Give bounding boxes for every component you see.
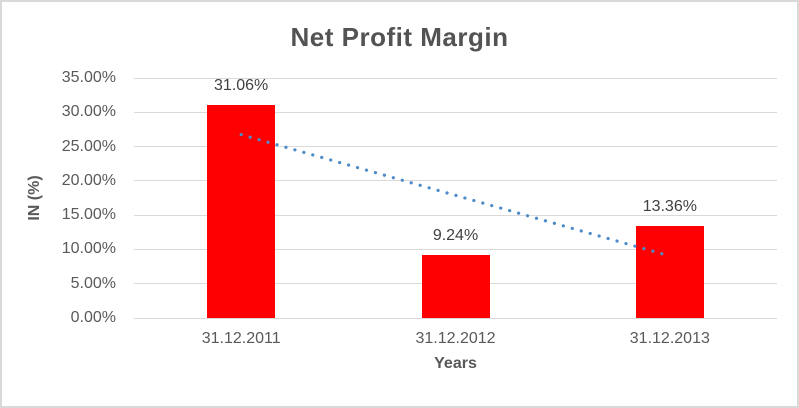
- y-tick-label: 30.00%: [61, 103, 116, 121]
- y-tick-label: 25.00%: [61, 137, 116, 155]
- gridline: [134, 111, 777, 113]
- x-tick-label: 31.12.2011: [201, 330, 281, 347]
- gridline: [134, 317, 777, 319]
- y-tick-label: 15.00%: [61, 206, 116, 224]
- bar-data-label: 9.24%: [432, 226, 479, 244]
- gridline: [134, 77, 777, 79]
- y-tick-label: 5.00%: [70, 274, 116, 292]
- x-axis-title: Years: [434, 355, 477, 372]
- chart-title: Net Profit Margin: [290, 22, 509, 52]
- bar-31.12.2012: [421, 254, 490, 318]
- x-tick-label: 31.12.2012: [415, 330, 496, 347]
- x-tick-label: 31.12.2013: [629, 330, 710, 347]
- y-tick-label: 20.00%: [61, 171, 116, 189]
- y-tick-label: 0.00%: [70, 309, 116, 326]
- y-tick-label: 35.00%: [61, 69, 116, 86]
- y-tick-label: 10.00%: [61, 240, 116, 258]
- bar-data-label: 31.06%: [214, 77, 269, 95]
- bar-data-label: 13.36%: [642, 198, 697, 216]
- bar-31.12.2011: [207, 105, 276, 318]
- bar-31.12.2013: [635, 226, 704, 318]
